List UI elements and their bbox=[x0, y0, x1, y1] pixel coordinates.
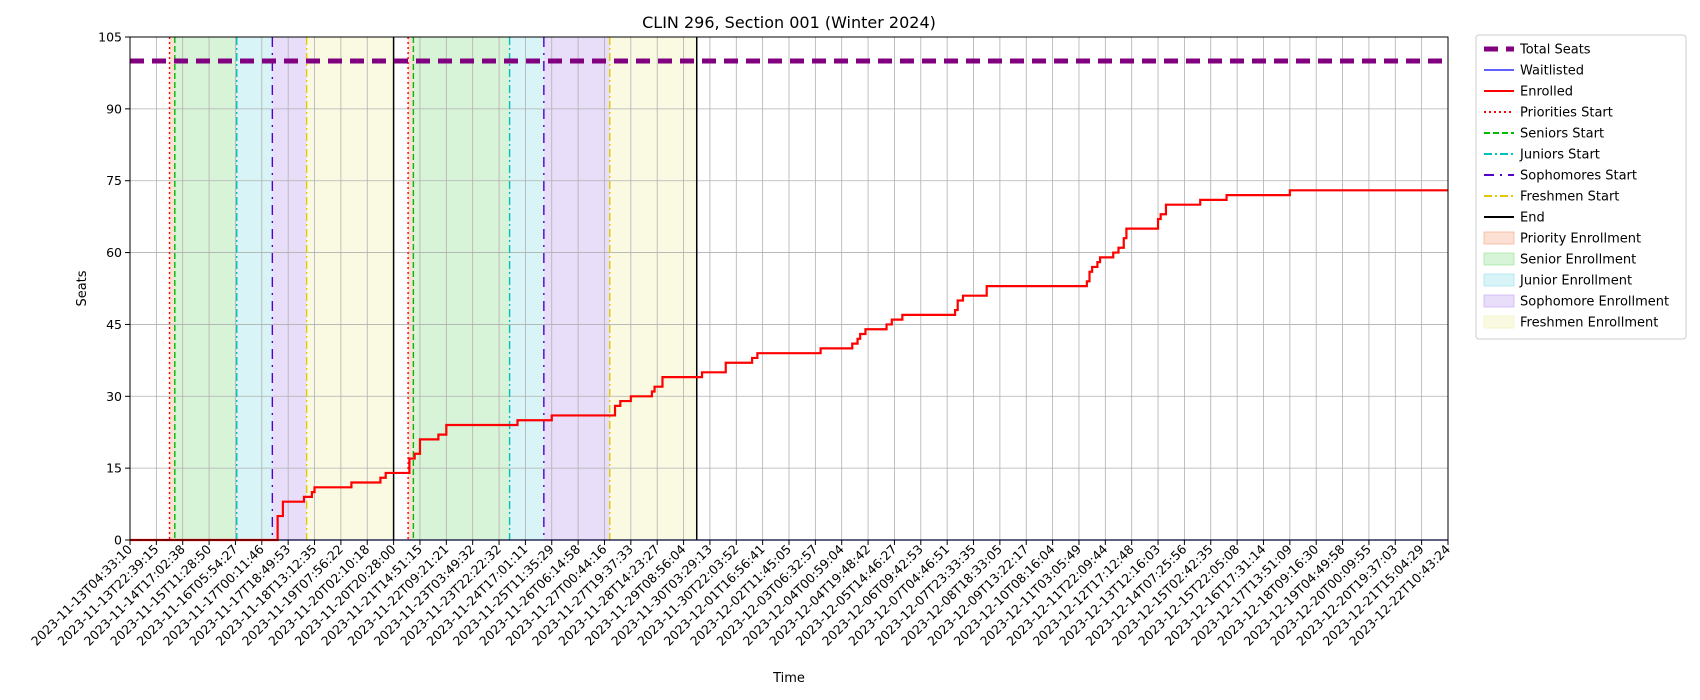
region-priority-enrollment-1 bbox=[169, 37, 175, 540]
legend-label-total-seats: Total Seats bbox=[1519, 43, 1591, 58]
x-axis-title: Time bbox=[772, 671, 805, 686]
y-tick-label-30: 30 bbox=[106, 389, 122, 404]
region-sophomore-enrollment-2 bbox=[543, 37, 610, 540]
legend-label-seniors-start: Seniors Start bbox=[1520, 127, 1604, 142]
region-freshmen-enrollment-1 bbox=[306, 37, 394, 540]
y-tick-label-75: 75 bbox=[106, 173, 122, 188]
shaded-regions bbox=[169, 37, 697, 540]
legend-label-senior-enrollment: Senior Enrollment bbox=[1520, 253, 1636, 268]
legend-swatch-junior-enrollment bbox=[1483, 273, 1515, 287]
legend-label-waitlisted: Waitlisted bbox=[1520, 64, 1584, 79]
y-tick-label-0: 0 bbox=[114, 533, 122, 548]
legend-label-enrolled: Enrolled bbox=[1520, 85, 1573, 100]
y-tick-label-45: 45 bbox=[106, 317, 122, 332]
legend: Total Seats Waitlisted Enrolled Priorities … bbox=[1475, 34, 1687, 340]
region-priority-enrollment-2 bbox=[408, 37, 414, 540]
x-axis: 2023-11-13T04:33:102023-11-13T22:39:1520… bbox=[28, 540, 1453, 649]
legend-label-freshmen-enrollment: Freshmen Enrollment bbox=[1520, 316, 1658, 331]
y-tick-label-60: 60 bbox=[106, 245, 122, 260]
legend-swatch-freshmen-enrollment bbox=[1483, 315, 1515, 329]
y-tick-label-90: 90 bbox=[106, 101, 122, 116]
legend-label-junior-enrollment: Junior Enrollment bbox=[1519, 274, 1632, 289]
y-tick-label-105: 105 bbox=[98, 30, 122, 45]
y-axis: 0 15 30 45 60 75 90 105 bbox=[98, 30, 130, 548]
y-tick-label-15: 15 bbox=[106, 461, 122, 476]
region-sophomore-enrollment-1 bbox=[272, 37, 307, 540]
legend-box bbox=[1475, 34, 1687, 340]
chart-title: CLIN 296, Section 001 (Winter 2024) bbox=[642, 13, 936, 32]
region-freshmen-enrollment-2 bbox=[609, 37, 697, 540]
legend-label-juniors-start: Juniors Start bbox=[1519, 148, 1600, 163]
legend-swatch-sophomore-enrollment bbox=[1483, 294, 1515, 308]
y-axis-title: Seats bbox=[75, 270, 90, 306]
legend-label-priorities-start: Priorities Start bbox=[1520, 106, 1613, 121]
region-senior-enrollment-1 bbox=[174, 37, 237, 540]
legend-label-priority-enrollment: Priority Enrollment bbox=[1520, 232, 1641, 247]
region-senior-enrollment-2 bbox=[413, 37, 510, 540]
legend-swatch-senior-enrollment bbox=[1483, 252, 1515, 266]
legend-label-sophomore-enrollment: Sophomore Enrollment bbox=[1520, 295, 1669, 310]
series-enrolled bbox=[130, 189, 1448, 542]
vertical-markers bbox=[168, 37, 698, 540]
legend-label-freshmen-start: Freshmen Start bbox=[1520, 190, 1619, 205]
legend-swatch-priority-enrollment bbox=[1483, 231, 1515, 245]
legend-label-end: End bbox=[1520, 211, 1545, 226]
region-junior-enrollment-1 bbox=[236, 37, 273, 540]
region-junior-enrollment-2 bbox=[509, 37, 544, 540]
legend-label-sophomores-start: Sophomores Start bbox=[1520, 169, 1637, 184]
